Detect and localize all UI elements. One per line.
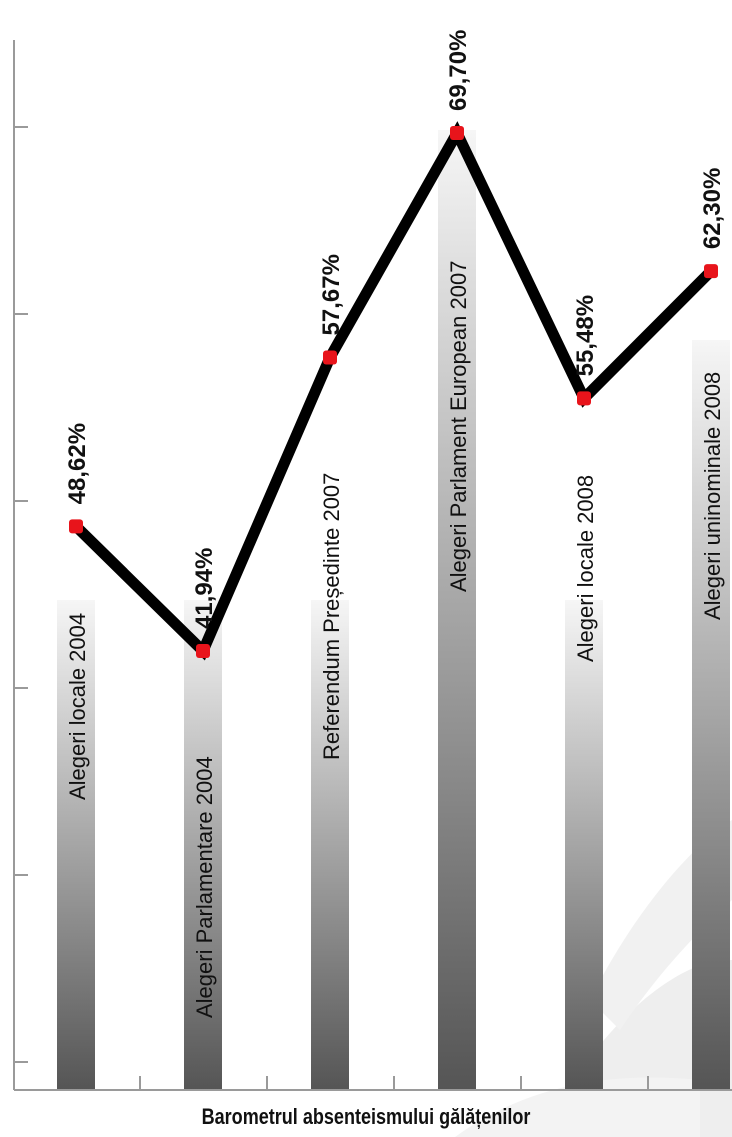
category-label-3: Referendum Președinte 2007 [319, 473, 344, 760]
data-label-2: 41,94% [191, 548, 218, 629]
category-column-5 [565, 600, 603, 1090]
category-label-4: Alegeri Parlament European 2007 [446, 261, 471, 592]
category-label-2: Alegeri Parlamentare 2004 [192, 756, 217, 1018]
category-label-5: Alegeri locale 2008 [573, 475, 598, 662]
category-label-1: Alegeri locale 2004 [65, 613, 90, 800]
data-label-1: 48,62% [64, 423, 91, 504]
category-column-4 [438, 130, 476, 1090]
category-column-3 [311, 600, 349, 1090]
data-point-5 [577, 391, 591, 406]
chart-title: Barometrul absenteismului gălățenilor [201, 1104, 531, 1129]
category-column-1 [57, 600, 95, 1090]
data-label-3: 57,67% [318, 254, 345, 335]
data-label-5: 55,48% [572, 295, 599, 376]
series-line [72, 121, 715, 661]
category-column-2 [184, 600, 222, 1090]
data-point-2 [196, 644, 210, 658]
data-label-6: 62,30% [699, 168, 726, 249]
category-column-6 [692, 340, 730, 1090]
data-point-6 [704, 264, 718, 279]
category-label-6: Alegeri uninominale 2008 [700, 372, 725, 620]
data-point-4 [450, 126, 464, 140]
data-point-1 [69, 519, 83, 534]
data-point-3 [323, 350, 337, 365]
data-label-4: 69,70% [445, 30, 472, 111]
